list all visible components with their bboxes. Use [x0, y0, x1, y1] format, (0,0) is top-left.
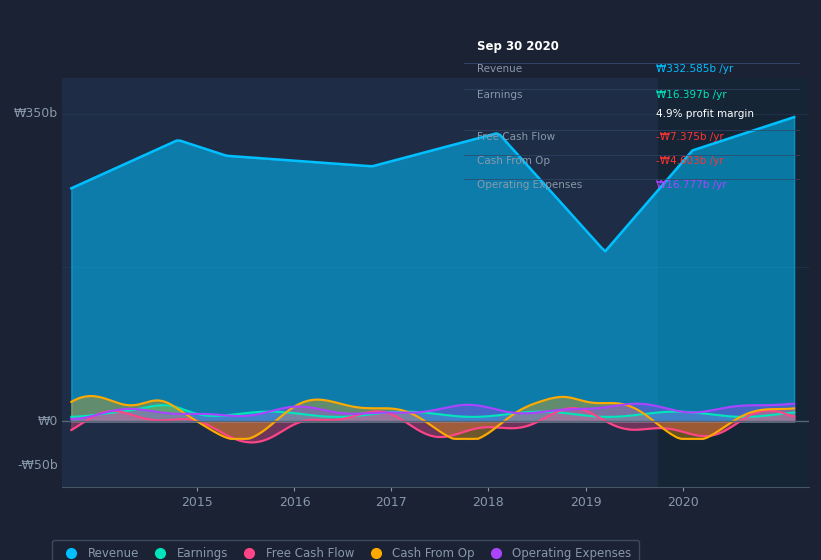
- Text: 4.9% profit margin: 4.9% profit margin: [656, 109, 754, 119]
- Bar: [658, 78, 809, 487]
- Text: ₩16.397b /yr: ₩16.397b /yr: [656, 90, 727, 100]
- Text: Earnings: Earnings: [477, 90, 523, 100]
- Text: Sep 30 2020: Sep 30 2020: [477, 40, 559, 53]
- Text: ₩16.777b /yr: ₩16.777b /yr: [656, 180, 727, 190]
- Text: -₩50b: -₩50b: [17, 459, 57, 472]
- Legend: Revenue, Earnings, Free Cash Flow, Cash From Op, Operating Expenses: Revenue, Earnings, Free Cash Flow, Cash …: [53, 540, 639, 560]
- Text: Revenue: Revenue: [477, 64, 522, 74]
- Text: Operating Expenses: Operating Expenses: [477, 180, 583, 190]
- Text: Cash From Op: Cash From Op: [477, 156, 550, 166]
- Text: ₩350b: ₩350b: [14, 107, 57, 120]
- Text: -₩7.375b /yr: -₩7.375b /yr: [656, 132, 723, 142]
- Text: ₩0: ₩0: [38, 415, 57, 428]
- Text: -₩4.603b /yr: -₩4.603b /yr: [656, 156, 723, 166]
- Text: Free Cash Flow: Free Cash Flow: [477, 132, 556, 142]
- Text: ₩332.585b /yr: ₩332.585b /yr: [656, 64, 733, 74]
